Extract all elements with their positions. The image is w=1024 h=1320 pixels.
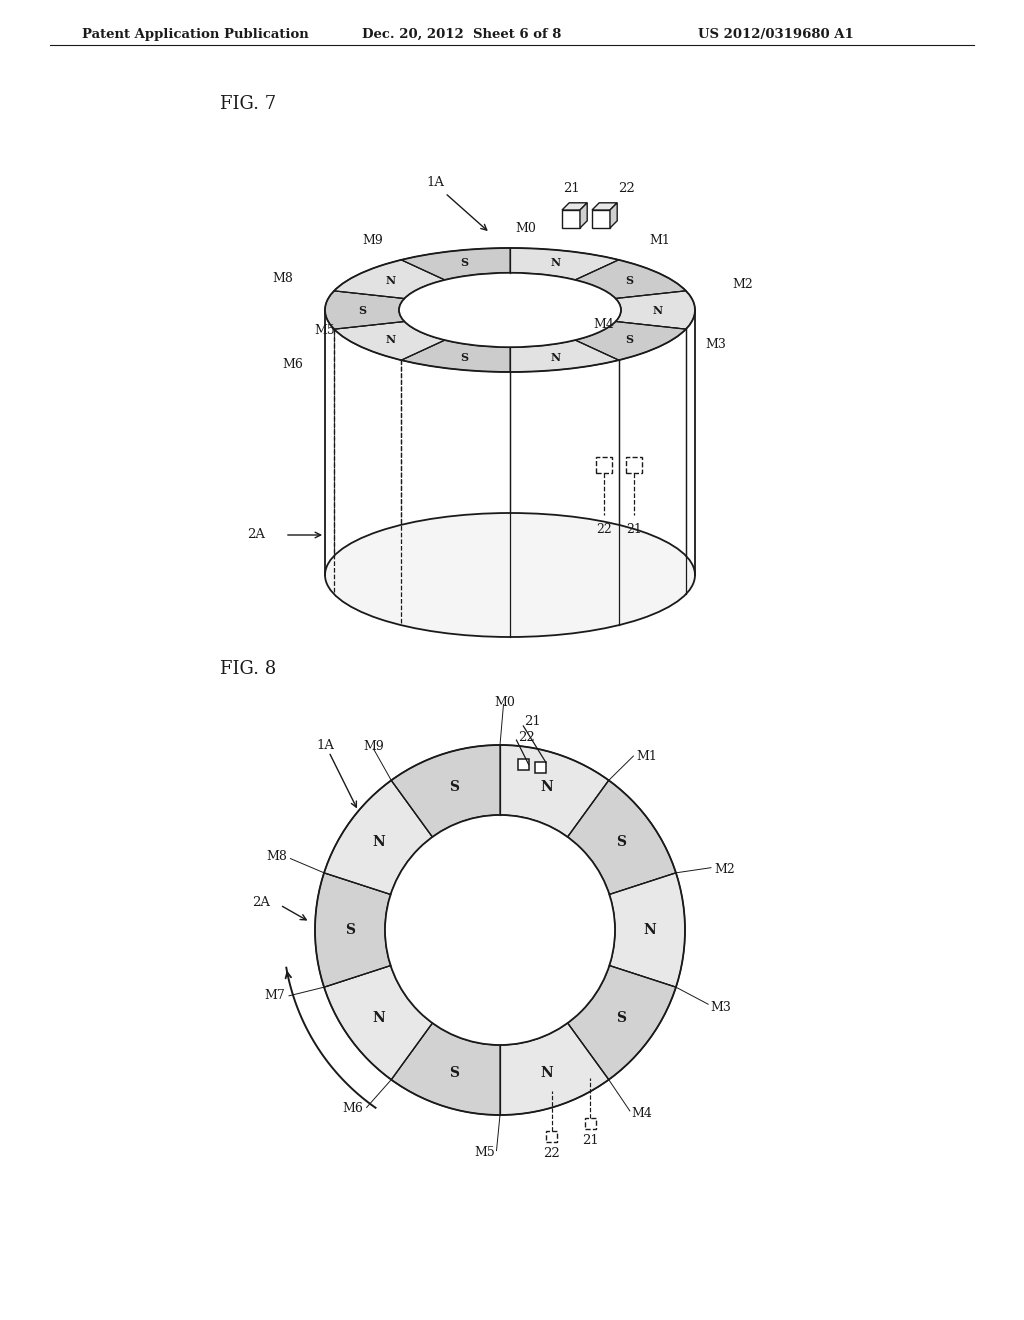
Text: S: S — [616, 1011, 627, 1026]
Bar — [535, 763, 546, 774]
Text: M8: M8 — [266, 850, 288, 863]
Text: 2A: 2A — [252, 895, 270, 908]
Polygon shape — [575, 260, 686, 298]
Polygon shape — [615, 290, 695, 329]
Polygon shape — [500, 744, 608, 837]
Polygon shape — [391, 1023, 500, 1115]
Text: 22: 22 — [543, 1147, 560, 1160]
Text: M0: M0 — [495, 696, 515, 709]
Text: N: N — [644, 923, 656, 937]
Text: M4: M4 — [593, 318, 614, 331]
Polygon shape — [575, 322, 686, 360]
Text: M1: M1 — [649, 234, 671, 247]
Text: S: S — [460, 257, 468, 268]
Text: S: S — [626, 334, 634, 345]
Polygon shape — [325, 310, 695, 576]
Polygon shape — [391, 744, 500, 837]
Text: FIG. 8: FIG. 8 — [220, 660, 276, 678]
Text: M0: M0 — [515, 223, 536, 235]
Text: M2: M2 — [732, 279, 753, 290]
Text: N: N — [373, 834, 385, 849]
Text: Dec. 20, 2012  Sheet 6 of 8: Dec. 20, 2012 Sheet 6 of 8 — [362, 28, 561, 41]
Text: FIG. 7: FIG. 7 — [220, 95, 276, 114]
Text: M1: M1 — [636, 750, 657, 763]
Bar — [626, 457, 642, 473]
Text: 21: 21 — [562, 182, 580, 195]
Bar — [592, 210, 610, 228]
Text: 2A: 2A — [247, 528, 265, 541]
Polygon shape — [580, 203, 587, 228]
Text: N: N — [385, 276, 395, 286]
Polygon shape — [401, 248, 510, 280]
Text: N: N — [540, 780, 553, 795]
Polygon shape — [401, 341, 510, 372]
Text: 22: 22 — [596, 523, 611, 536]
Text: M4: M4 — [632, 1107, 652, 1121]
Bar — [562, 210, 580, 228]
Text: M6: M6 — [343, 1102, 364, 1115]
Ellipse shape — [325, 513, 695, 638]
Polygon shape — [334, 322, 444, 360]
Text: N: N — [540, 1065, 553, 1080]
Text: N: N — [385, 334, 395, 345]
Text: M9: M9 — [364, 739, 384, 752]
Polygon shape — [592, 203, 617, 210]
Text: S: S — [358, 305, 366, 315]
Polygon shape — [324, 780, 432, 895]
Polygon shape — [567, 780, 676, 895]
Text: N: N — [551, 351, 561, 363]
Text: M3: M3 — [711, 1002, 731, 1014]
Polygon shape — [610, 203, 617, 228]
Polygon shape — [562, 203, 587, 210]
Ellipse shape — [399, 273, 621, 347]
Text: M3: M3 — [705, 338, 726, 351]
Polygon shape — [510, 341, 618, 372]
Polygon shape — [567, 965, 676, 1080]
Polygon shape — [334, 260, 444, 298]
Text: M9: M9 — [362, 234, 383, 247]
Text: 21: 21 — [524, 714, 541, 727]
Bar — [518, 759, 528, 770]
Text: M6: M6 — [283, 359, 303, 371]
Polygon shape — [324, 965, 432, 1080]
Polygon shape — [609, 873, 685, 987]
Text: S: S — [449, 1065, 459, 1080]
Bar — [585, 1118, 596, 1129]
Text: N: N — [551, 257, 561, 268]
Text: M5: M5 — [474, 1147, 495, 1159]
Text: M2: M2 — [715, 863, 735, 875]
Text: US 2012/0319680 A1: US 2012/0319680 A1 — [698, 28, 854, 41]
Text: 22: 22 — [518, 730, 536, 743]
Text: S: S — [616, 834, 627, 849]
Text: 1A: 1A — [426, 177, 444, 190]
Text: S: S — [626, 276, 634, 286]
Text: S: S — [345, 923, 355, 937]
Text: 21: 21 — [626, 523, 642, 536]
Text: N: N — [373, 1011, 385, 1026]
Text: M7: M7 — [264, 989, 286, 1002]
Text: S: S — [449, 780, 459, 795]
Text: Patent Application Publication: Patent Application Publication — [82, 28, 309, 41]
Polygon shape — [500, 1023, 608, 1115]
Text: M8: M8 — [272, 272, 293, 285]
Circle shape — [385, 814, 615, 1045]
Text: S: S — [460, 351, 468, 363]
Text: 1A: 1A — [316, 739, 335, 752]
Bar — [546, 1131, 557, 1142]
Polygon shape — [315, 873, 390, 987]
Bar — [596, 457, 611, 473]
Polygon shape — [510, 248, 618, 280]
Text: M5: M5 — [314, 323, 335, 337]
Text: 22: 22 — [618, 182, 635, 195]
Polygon shape — [325, 290, 404, 329]
Text: 21: 21 — [582, 1134, 598, 1147]
Text: N: N — [653, 305, 664, 315]
